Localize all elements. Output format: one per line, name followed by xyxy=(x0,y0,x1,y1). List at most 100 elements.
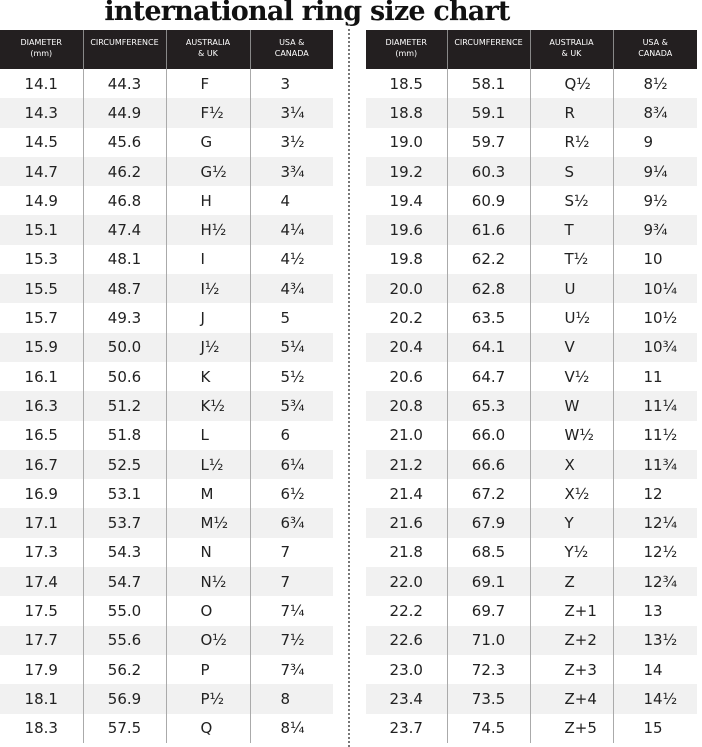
diameter-cell: 20.6 xyxy=(389,367,423,386)
table-row: 14.5 45.6 G 3½ xyxy=(0,127,333,157)
circumference-cell: 55.6 xyxy=(82,625,166,655)
diameter-cell: 15.5 xyxy=(0,274,83,304)
circumference-cell: 47.4 xyxy=(82,215,166,245)
usa-canada-cell: 11 xyxy=(612,361,697,392)
diameter-cell: 19.6 xyxy=(366,215,447,245)
circumference-cell: 68.5 xyxy=(446,537,530,568)
diameter-cell: 18.3 xyxy=(24,719,58,738)
diameter-cell: 23.4 xyxy=(366,684,447,714)
header-diameter: DIAMETER (mm) xyxy=(0,30,83,69)
diameter-cell: 22.6 xyxy=(366,625,447,655)
diameter-cell: 17.5 xyxy=(24,601,58,620)
header-diameter: DIAMETER (mm) xyxy=(366,30,447,69)
usa-canada-cell: 9¼ xyxy=(612,156,697,187)
usa-canada-cell: 8½ xyxy=(612,69,697,99)
diameter-cell: 21.4 xyxy=(389,484,423,503)
header-australia-uk: AUSTRALIA & UK xyxy=(165,30,250,69)
dotted-divider xyxy=(348,24,350,747)
table-row: 14.7 46.2 G½ 3¾ xyxy=(0,156,333,187)
usa-canada-cell: 10¾ xyxy=(612,332,697,362)
table-row: 15.5 48.7 I½ 4¾ xyxy=(0,274,333,304)
australia-uk-cell: J½ xyxy=(165,332,250,362)
table-row: 20.8 65.3 W 11¼ xyxy=(366,391,697,421)
table-row: 21.8 68.5 Y½ 12½ xyxy=(366,537,697,568)
table-row: 15.1 47.4 H½ 4¼ xyxy=(0,215,333,245)
table-row: 19.8 62.2 T½ 10 xyxy=(366,244,697,275)
australia-uk-cell: O½ xyxy=(165,625,250,655)
australia-uk-cell: Z+3 xyxy=(529,654,613,685)
table-row: 14.3 44.9 F½ 3¼ xyxy=(0,98,333,128)
usa-canada-cell: 12¾ xyxy=(612,567,697,597)
usa-canada-cell: 12½ xyxy=(612,537,697,568)
header-circumference: CIRCUMFERENCE xyxy=(82,30,166,69)
usa-canada-cell: 11¼ xyxy=(612,391,697,421)
usa-canada-cell: 10½ xyxy=(612,303,697,333)
australia-uk-cell: L xyxy=(165,420,250,450)
usa-canada-cell: 7½ xyxy=(249,625,333,655)
table-row: 19.4 60.9 S½ 9½ xyxy=(366,186,697,216)
diameter-cell: 17.1 xyxy=(0,508,83,538)
table-row: 17.7 55.6 O½ 7½ xyxy=(0,625,333,655)
australia-uk-cell: N xyxy=(165,537,250,568)
australia-uk-cell: N½ xyxy=(165,567,250,597)
circumference-cell: 54.3 xyxy=(82,537,166,568)
header-usa-line2: CANADA xyxy=(638,49,673,58)
table-row: 21.2 66.6 X 11¾ xyxy=(366,449,697,480)
circumference-cell: 67.9 xyxy=(446,508,530,538)
circumference-cell: 60.3 xyxy=(446,156,530,187)
table-row: 17.3 54.3 N 7 xyxy=(0,537,333,568)
usa-canada-cell: 10¼ xyxy=(612,274,697,304)
diameter-cell: 14.7 xyxy=(0,156,83,187)
diameter-cell: 17.4 xyxy=(0,567,83,597)
circumference-cell: 46.8 xyxy=(82,186,166,216)
table-row: 20.2 63.5 U½ 10½ xyxy=(366,303,697,333)
usa-canada-cell: 7¼ xyxy=(249,596,333,626)
table-row: 16.3 51.2 K½ 5¾ xyxy=(0,391,333,421)
diameter-cell: 17.7 xyxy=(0,625,83,655)
circumference-cell: 54.7 xyxy=(82,567,166,597)
diameter-cell: 20.8 xyxy=(366,391,447,421)
usa-canada-cell: 12 xyxy=(612,479,697,509)
circumference-cell: 55.0 xyxy=(82,596,166,626)
table-row: 23.7 74.5 Z+5 15 xyxy=(366,713,697,743)
ring-size-table-right: DIAMETER (mm) CIRCUMFERENCE AUSTRALIA & UK… xyxy=(366,30,697,743)
diameter-cell: 14.1 xyxy=(24,74,58,93)
usa-canada-cell: 3¾ xyxy=(249,156,333,187)
circumference-cell: 51.8 xyxy=(82,420,166,450)
australia-uk-cell: G½ xyxy=(165,156,250,187)
circumference-cell: 60.9 xyxy=(446,186,530,216)
diameter-cell: 16.7 xyxy=(0,449,83,480)
table-row: 16.1 50.6 K 5½ xyxy=(0,361,333,392)
circumference-cell: 66.0 xyxy=(446,420,530,450)
circumference-cell: 58.1 xyxy=(446,69,530,99)
table-row: 15.9 50.0 J½ 5¼ xyxy=(0,332,333,362)
usa-canada-cell: 11¾ xyxy=(612,449,697,480)
header-usa-line1: USA & xyxy=(642,38,668,47)
australia-uk-cell: Y½ xyxy=(529,537,613,568)
circumference-cell: 69.1 xyxy=(446,567,530,597)
diameter-cell: 18.8 xyxy=(366,98,447,128)
diameter-cell: 19.2 xyxy=(366,156,447,187)
diameter-cell: 15.7 xyxy=(24,309,58,328)
header-diameter-unit: (mm) xyxy=(395,49,418,58)
australia-uk-cell: H½ xyxy=(165,215,250,245)
table-row: 17.5 55.0 O 7¼ xyxy=(0,596,333,626)
diameter-cell: 15.9 xyxy=(0,332,83,362)
australia-uk-cell: Z+1 xyxy=(529,596,613,626)
table-row: 19.2 60.3 S 9¼ xyxy=(366,156,697,187)
table-row: 20.6 64.7 V½ 11 xyxy=(366,361,697,392)
circumference-cell: 49.3 xyxy=(82,303,166,333)
table-row: 20.0 62.8 U 10¼ xyxy=(366,274,697,304)
table-row: 21.6 67.9 Y 12¼ xyxy=(366,508,697,538)
circumference-cell: 64.1 xyxy=(446,332,530,362)
circumference-cell: 59.7 xyxy=(446,127,530,157)
usa-canada-cell: 5 xyxy=(249,303,333,333)
circumference-cell: 53.1 xyxy=(82,479,166,509)
australia-uk-cell: G xyxy=(165,127,250,157)
table-row: 23.0 72.3 Z+3 14 xyxy=(366,654,697,685)
australia-uk-cell: F xyxy=(165,69,250,99)
table-row: 16.7 52.5 L½ 6¼ xyxy=(0,449,333,480)
circumference-cell: 62.2 xyxy=(446,244,530,275)
circumference-cell: 51.2 xyxy=(82,391,166,421)
table-row: 17.1 53.7 M½ 6¾ xyxy=(0,508,333,538)
